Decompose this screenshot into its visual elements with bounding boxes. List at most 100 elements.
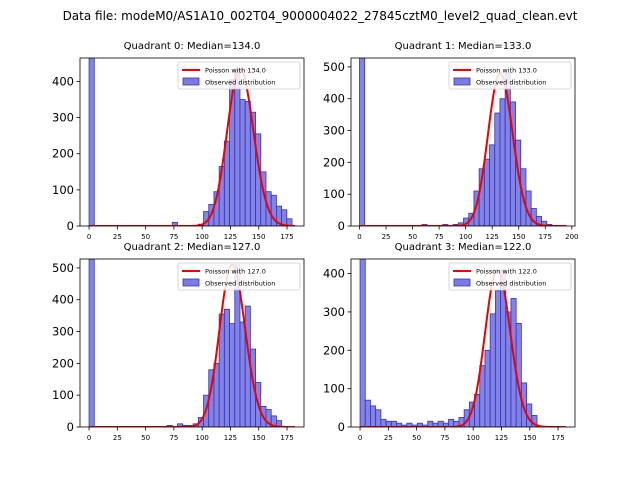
- y-tick-label: 100: [52, 388, 74, 402]
- legend-box: [448, 61, 572, 90]
- histogram-bar: [359, 58, 366, 226]
- x-tick-label: 175: [280, 434, 293, 442]
- axes-frame: [79, 57, 305, 227]
- legend-poisson-label: Poisson with 122.0: [476, 268, 537, 276]
- x-tick-label: 25: [384, 434, 393, 442]
- x-tick-label: 100: [195, 233, 208, 241]
- poisson-curve: [359, 72, 567, 226]
- y-tick-label: 0: [338, 420, 345, 434]
- histogram-bar: [489, 144, 496, 226]
- histogram-bar: [239, 321, 246, 427]
- y-tick-label: 400: [52, 74, 74, 88]
- legend-box: [177, 262, 301, 291]
- x-tick-label: 50: [412, 434, 421, 442]
- axes-frame: [79, 258, 305, 428]
- poisson-curve: [89, 263, 295, 427]
- histogram-bar: [370, 405, 377, 427]
- y-tick-label: 500: [323, 60, 345, 74]
- histogram-bar: [88, 259, 95, 427]
- legend-observed-label: Observed distribution: [205, 280, 275, 288]
- histogram-bar: [380, 418, 387, 427]
- x-tick-label: 25: [382, 233, 391, 241]
- x-tick-label: 75: [435, 233, 444, 241]
- x-tick-label: 75: [169, 434, 178, 442]
- panel-quadrant-1: 0 25 50 75 100 125 150 175 200 0 100 200 300 400 500 Qu…: [323, 41, 578, 241]
- x-tick-label: 75: [169, 233, 178, 241]
- x-tick-label: 150: [512, 233, 525, 241]
- y-tick-label: 400: [52, 293, 74, 307]
- panel-quadrant-0: 0 25 50 75 100 125 150 175 0 100 200 300 400 Quadrant…: [52, 41, 305, 241]
- panel-title: Quadrant 1: Median=133.0: [395, 41, 532, 52]
- legend-poisson-label: Poisson with 134.0: [205, 67, 266, 75]
- histogram-bar: [234, 68, 241, 226]
- y-tick-label: 300: [52, 325, 74, 339]
- y-tick-label: 200: [323, 343, 345, 357]
- x-tick-label: 125: [486, 233, 499, 241]
- legend-observed-label: Observed distribution: [476, 280, 546, 288]
- x-tick-label: 25: [113, 434, 122, 442]
- panel-quadrant-2: 0 25 50 75 100 125 150 175 0 100 200 300 400 500 Quadr…: [52, 242, 305, 442]
- histogram-bar: [494, 290, 501, 427]
- histogram-bar: [359, 259, 366, 427]
- y-tick-label: 100: [323, 187, 345, 201]
- x-tick-label: 0: [358, 434, 362, 442]
- histogram-bar: [448, 418, 455, 427]
- y-tick-label: 200: [52, 147, 74, 161]
- panel-title: Quadrant 2: Median=127.0: [124, 242, 261, 253]
- legend: Poisson with 133.0 Observed distribution: [448, 61, 572, 90]
- legend: Poisson with 134.0 Observed distribution: [177, 61, 301, 90]
- y-tick-label: 200: [323, 155, 345, 169]
- y-tick-label: 100: [52, 183, 74, 197]
- x-tick-label: 175: [539, 233, 552, 241]
- panel-title: Quadrant 0: Median=134.0: [124, 41, 261, 52]
- y-tick-label: 0: [67, 219, 74, 233]
- histogram-bar: [479, 365, 486, 427]
- legend-observed-swatch: [453, 278, 471, 287]
- x-tick-label: 150: [252, 434, 265, 442]
- x-tick-label: 0: [87, 434, 91, 442]
- y-tick-label: 0: [338, 219, 345, 233]
- x-tick-label: 50: [141, 233, 150, 241]
- x-tick-label: 50: [141, 434, 150, 442]
- y-tick-label: 0: [67, 420, 74, 434]
- panel-title: Quadrant 3: Median=122.0: [395, 242, 532, 253]
- legend-observed-swatch: [453, 77, 471, 86]
- x-tick-label: 125: [224, 434, 237, 442]
- x-tick-label: 150: [252, 233, 265, 241]
- figure-suptitle: Data file: modeM0/AS1A10_002T04_90000040…: [63, 9, 578, 23]
- histogram-bar: [375, 409, 382, 427]
- histogram-bar: [229, 323, 236, 427]
- legend-poisson-label: Poisson with 133.0: [476, 67, 537, 75]
- y-tick-label: 200: [52, 356, 74, 370]
- histogram-bars: [359, 58, 553, 226]
- legend-box: [177, 61, 301, 90]
- legend-observed-swatch: [182, 278, 200, 287]
- x-tick-label: 100: [195, 434, 208, 442]
- histogram-bar: [484, 349, 491, 427]
- panel-quadrant-3: 0 25 50 75 100 125 150 175 0 100 200 300 400 Quadrant…: [323, 242, 576, 442]
- x-tick-label: 75: [440, 434, 449, 442]
- y-tick-label: 300: [52, 111, 74, 125]
- y-tick-label: 500: [52, 261, 74, 275]
- x-tick-label: 25: [113, 233, 122, 241]
- x-tick-label: 125: [495, 434, 508, 442]
- x-tick-label: 125: [224, 233, 237, 241]
- x-tick-label: 150: [523, 434, 536, 442]
- histogram-bar: [223, 140, 230, 226]
- legend: Poisson with 127.0 Observed distribution: [177, 262, 301, 291]
- histogram-bar: [499, 98, 506, 226]
- legend-poisson-label: Poisson with 127.0: [205, 268, 266, 276]
- histogram-bar: [489, 313, 496, 427]
- histogram-bar: [223, 308, 230, 427]
- legend-observed-label: Observed distribution: [205, 79, 275, 87]
- axes-frame: [350, 258, 576, 428]
- histogram-bar: [286, 218, 293, 226]
- x-tick-label: 100: [459, 233, 472, 241]
- histogram-bar: [244, 100, 251, 226]
- poisson-curve: [360, 268, 566, 427]
- x-tick-label: 100: [466, 434, 479, 442]
- histogram-bar: [213, 362, 220, 427]
- histogram-bar: [364, 399, 371, 427]
- x-tick-label: 175: [551, 434, 564, 442]
